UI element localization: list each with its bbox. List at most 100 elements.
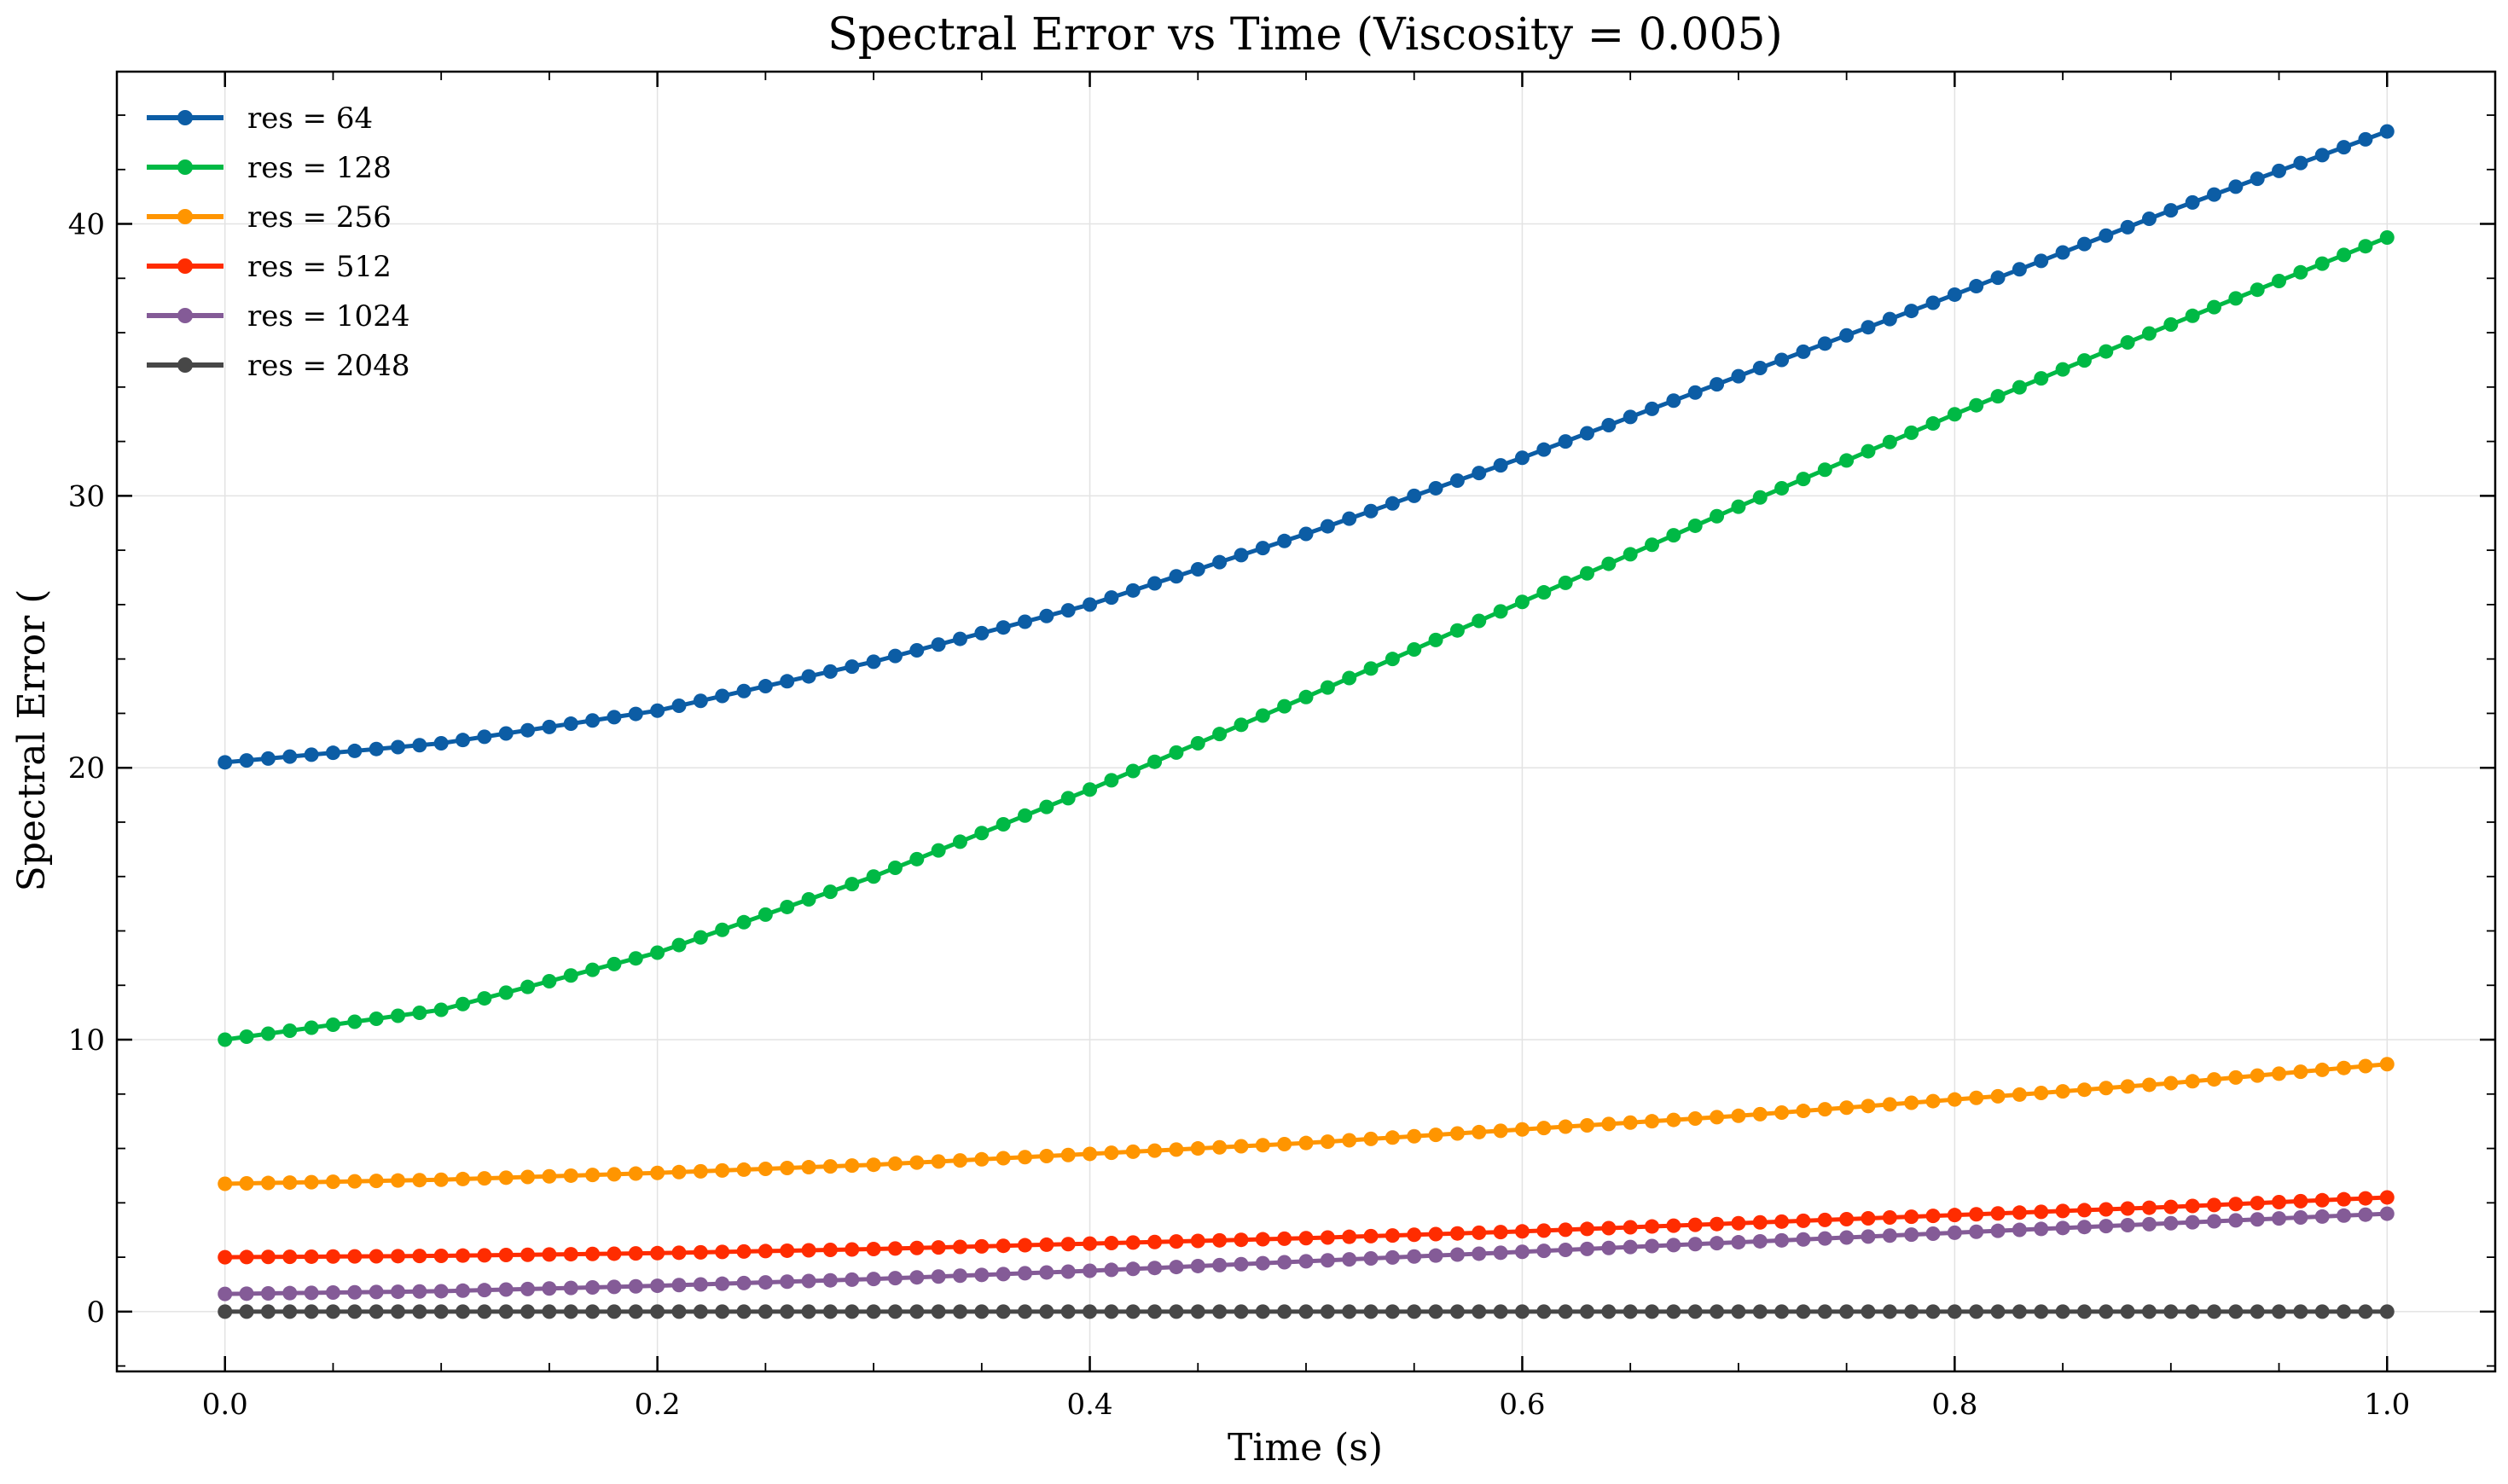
data-point <box>1579 426 1594 441</box>
data-point <box>2228 291 2244 306</box>
data-point <box>1601 1116 1617 1132</box>
data-point <box>563 716 578 732</box>
series-2 <box>218 1057 2395 1191</box>
data-point <box>585 1246 601 1261</box>
data-point <box>1839 328 1855 343</box>
data-point <box>433 1249 449 1263</box>
data-point <box>2314 1209 2330 1224</box>
data-point <box>1125 1144 1141 1159</box>
data-point <box>996 620 1011 635</box>
data-point <box>1277 1231 1292 1246</box>
data-point <box>952 834 967 849</box>
data-point <box>996 1238 1011 1254</box>
data-point <box>1817 462 1832 478</box>
data-point <box>1428 1127 1443 1143</box>
data-point <box>433 1002 449 1017</box>
data-point <box>542 1281 557 1296</box>
data-point <box>563 1304 578 1319</box>
data-point <box>1385 652 1400 667</box>
data-point <box>1514 1122 1530 1137</box>
legend-item: res = 128 <box>147 151 392 185</box>
data-point <box>1514 594 1530 610</box>
data-point <box>1731 1215 1746 1231</box>
data-point <box>1796 472 1811 487</box>
data-point <box>715 922 730 937</box>
data-point <box>2314 256 2330 271</box>
data-point <box>1882 434 1897 449</box>
data-point <box>1514 1224 1530 1239</box>
data-point <box>1277 1255 1292 1270</box>
data-point <box>1234 1304 1249 1319</box>
data-point <box>1407 1128 1422 1144</box>
data-point <box>1579 565 1594 581</box>
data-point <box>650 703 665 718</box>
data-point <box>736 1162 752 1177</box>
data-point <box>218 1286 233 1301</box>
data-point <box>628 1246 643 1261</box>
data-point <box>1169 569 1184 584</box>
data-point <box>1623 1115 1638 1130</box>
data-point <box>1428 1226 1443 1242</box>
data-point <box>607 710 622 725</box>
data-point <box>650 1278 665 1294</box>
data-point <box>1752 1214 1768 1230</box>
data-point <box>2099 228 2114 243</box>
data-point <box>2228 1304 2244 1319</box>
data-point <box>2272 1195 2287 1210</box>
data-point <box>585 962 601 977</box>
data-point <box>2141 326 2157 341</box>
data-point <box>1645 401 1660 416</box>
data-point <box>2358 239 2373 254</box>
data-point <box>1623 1239 1638 1255</box>
data-point <box>2055 362 2070 377</box>
data-point <box>1514 450 1530 466</box>
data-point <box>1601 417 1617 432</box>
data-point <box>758 679 773 694</box>
data-point <box>1125 763 1141 779</box>
data-point <box>1990 1304 2006 1319</box>
data-point <box>1407 488 1422 503</box>
data-point <box>1601 556 1617 571</box>
data-point <box>477 1171 492 1186</box>
data-point <box>1125 1261 1141 1277</box>
data-point <box>282 1023 298 1039</box>
data-point <box>260 751 276 766</box>
data-point <box>1882 311 1897 327</box>
data-point <box>2055 245 2070 260</box>
data-point <box>1298 689 1314 704</box>
data-point <box>282 1175 298 1191</box>
data-point <box>1298 1304 1314 1319</box>
data-point <box>456 1171 471 1186</box>
data-point <box>325 745 340 761</box>
data-point <box>866 1272 881 1287</box>
data-point <box>1449 623 1465 638</box>
data-point <box>2293 155 2308 171</box>
legend-marker <box>177 110 193 125</box>
data-point <box>715 1304 730 1319</box>
data-point <box>456 733 471 748</box>
data-point <box>1925 1209 1941 1224</box>
data-point <box>1990 1223 2006 1238</box>
data-point <box>2379 124 2395 139</box>
data-point <box>974 625 990 641</box>
data-point <box>866 1242 881 1257</box>
data-point <box>909 1240 925 1255</box>
data-point <box>1623 409 1638 425</box>
data-point <box>1234 717 1249 733</box>
data-point <box>801 1273 816 1289</box>
data-point <box>1342 1252 1357 1267</box>
data-point <box>2250 1304 2265 1319</box>
data-point <box>2012 262 2027 277</box>
data-point <box>1666 1238 1681 1253</box>
data-point <box>1083 1263 1098 1278</box>
y-tick-label: 40 <box>68 208 105 242</box>
data-point <box>1687 1217 1703 1232</box>
data-point <box>1493 1245 1508 1261</box>
data-point <box>758 1161 773 1176</box>
data-point <box>2141 1077 2157 1093</box>
data-point <box>1645 1114 1660 1129</box>
data-point <box>1947 1225 1962 1240</box>
data-point <box>1774 1214 1790 1229</box>
data-point <box>758 907 773 922</box>
legend-label: res = 512 <box>247 250 392 284</box>
